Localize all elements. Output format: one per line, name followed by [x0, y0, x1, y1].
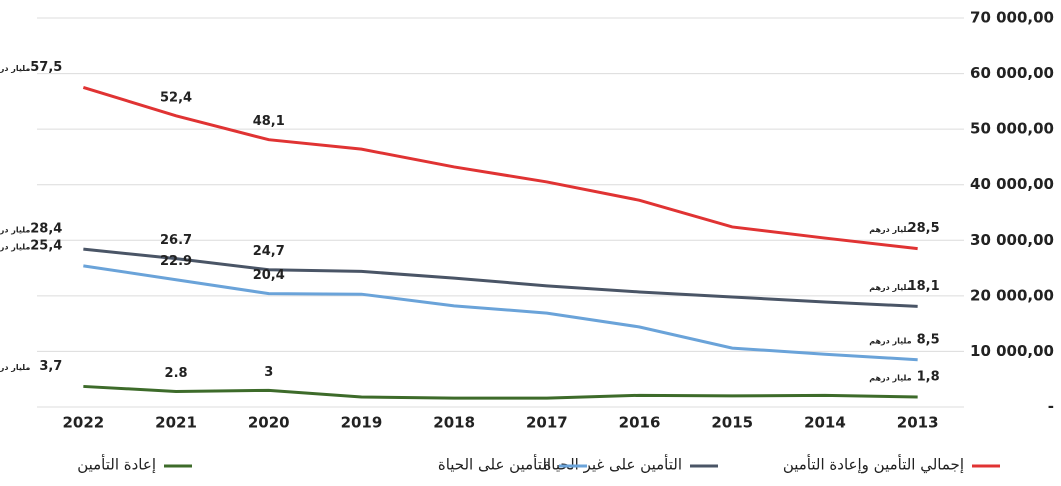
- data-label: 2.8: [165, 366, 188, 381]
- series-line: [83, 264, 918, 362]
- x-tick-label: 2017: [526, 414, 568, 432]
- legend-label: التأمين على الحياة: [438, 454, 551, 474]
- y-tick-label: 10 000,00: [970, 342, 1054, 360]
- x-tick-label: 2019: [341, 414, 383, 432]
- legend-label: إجمالي التأمين وإعادة التأمين: [783, 454, 964, 475]
- data-label-unit: مليار درهم: [869, 373, 911, 382]
- data-label: 26.7: [160, 233, 192, 248]
- data-label: 28,4: [30, 222, 62, 237]
- x-tick-label: 2015: [711, 414, 753, 432]
- x-tick-label: 2018: [433, 414, 475, 432]
- y-tick-label: -: [1048, 398, 1054, 416]
- x-tick-label: 2013: [897, 414, 939, 432]
- data-label: 1,8: [917, 369, 940, 384]
- data-label-unit: مليار درهم: [869, 225, 911, 234]
- data-label-unit: مليار درهم: [0, 242, 30, 251]
- y-tick-label: 60 000,00: [970, 64, 1054, 82]
- data-label-unit: مليار درهم: [869, 283, 911, 292]
- data-label: 3: [264, 365, 273, 380]
- data-label: 18,1: [908, 279, 940, 294]
- y-tick-label: 30 000,00: [970, 231, 1054, 249]
- data-label: 25,4: [30, 238, 62, 253]
- data-label: 48,1: [253, 114, 285, 129]
- y-tick-label: 70 000,00: [970, 9, 1054, 27]
- y-tick-label: 50 000,00: [970, 120, 1054, 138]
- x-tick-label: 2014: [804, 414, 846, 432]
- data-label-unit: مليار درهم: [0, 226, 30, 235]
- data-label-unit: مليار درهم: [0, 64, 30, 73]
- series-line: [82, 86, 918, 251]
- y-tick-label: 40 000,00: [970, 175, 1054, 193]
- data-label: 28,5: [908, 221, 940, 236]
- data-label-unit: مليار درهم: [0, 363, 30, 372]
- series-line: [83, 384, 918, 400]
- y-tick-label: 20 000,00: [970, 286, 1054, 304]
- data-label: 52,4: [160, 90, 192, 105]
- data-label-unit: مليار درهم: [869, 336, 911, 345]
- data-label: 3,7: [39, 359, 62, 374]
- x-tick-label: 2021: [155, 414, 197, 432]
- data-label: 57,5: [30, 60, 62, 75]
- x-tick-label: 2020: [248, 414, 290, 432]
- data-label: 20,4: [253, 268, 285, 283]
- legend-label: التأمين على غير الحياة: [543, 454, 682, 474]
- legend-label: إعادة التأمين: [77, 454, 156, 474]
- x-tick-label: 2022: [62, 414, 104, 432]
- x-tick-label: 2016: [619, 414, 661, 432]
- data-label: 22.9: [160, 254, 192, 269]
- data-label: 8,5: [917, 332, 940, 347]
- data-label: 24,7: [253, 244, 285, 259]
- series-line: [83, 247, 918, 308]
